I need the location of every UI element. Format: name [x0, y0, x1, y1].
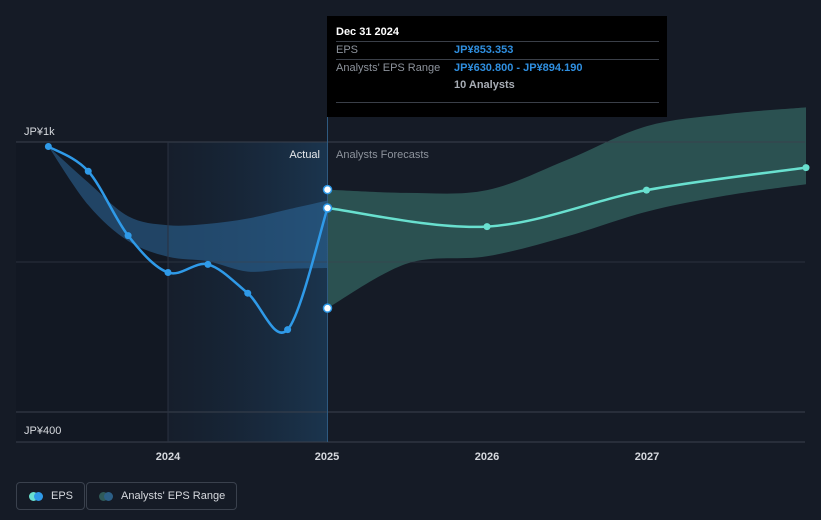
eps-actual-point — [244, 289, 252, 297]
tooltip-eps-label: EPS — [336, 44, 359, 56]
tooltip-analysts-count: 10 Analysts — [454, 79, 515, 91]
eps-actual-point — [204, 260, 212, 268]
eps-forecast-point — [483, 223, 491, 231]
tooltip-range-row: Analysts' EPS Range JP¥630.800 - JP¥894.… — [336, 59, 659, 77]
x-tick-label-2025: 2025 — [315, 451, 339, 463]
legend-eps-label: EPS — [51, 490, 74, 502]
eps-tooltip: Dec 31 2024 EPS JP¥853.353 Analysts' EPS… — [327, 16, 667, 117]
tooltip-divider — [336, 102, 659, 103]
legend-eps-button[interactable]: EPS — [16, 482, 86, 510]
tooltip-eps-value: JP¥853.353 — [454, 44, 514, 56]
tooltip-range-value: JP¥630.800 - JP¥894.190 — [454, 62, 583, 74]
range-low-point — [322, 303, 333, 313]
eps-actual-point — [124, 232, 132, 240]
eps-forecast-line — [327, 166, 807, 229]
tooltip-eps-row: EPS JP¥853.353 — [336, 41, 659, 59]
eps-actual-point — [284, 326, 292, 334]
x-tick-label-2024: 2024 — [156, 451, 181, 463]
eps-actual-point — [322, 203, 333, 213]
eps-actual-point — [84, 167, 92, 175]
range-high-point — [322, 184, 333, 195]
legend-range-label: Analysts' EPS Range — [121, 490, 226, 502]
eps-forecast-point — [802, 164, 810, 172]
tooltip-date: Dec 31 2024 — [336, 26, 399, 38]
actual-region-label: Actual — [289, 149, 320, 161]
legend-range-button[interactable]: Analysts' EPS Range — [86, 482, 238, 510]
y-tick-label-top: JP¥1k — [24, 126, 55, 138]
eps-legend-icon — [29, 491, 43, 501]
tooltip-range-label: Analysts' EPS Range — [336, 62, 441, 74]
tooltip-analysts-row: 10 Analysts — [336, 77, 659, 94]
eps-forecast-point — [643, 186, 650, 194]
y-tick-label-bottom: JP¥400 — [24, 425, 61, 437]
forecast-region-label: Analysts Forecasts — [336, 149, 429, 161]
past-range-band — [48, 146, 328, 272]
forecast-range-band — [327, 107, 806, 309]
x-tick-label-2026: 2026 — [475, 451, 499, 463]
eps-actual-point — [44, 143, 52, 150]
eps-actual-point — [164, 269, 172, 276]
range-legend-icon — [99, 491, 113, 501]
x-tick-label-2027: 2027 — [635, 451, 659, 463]
